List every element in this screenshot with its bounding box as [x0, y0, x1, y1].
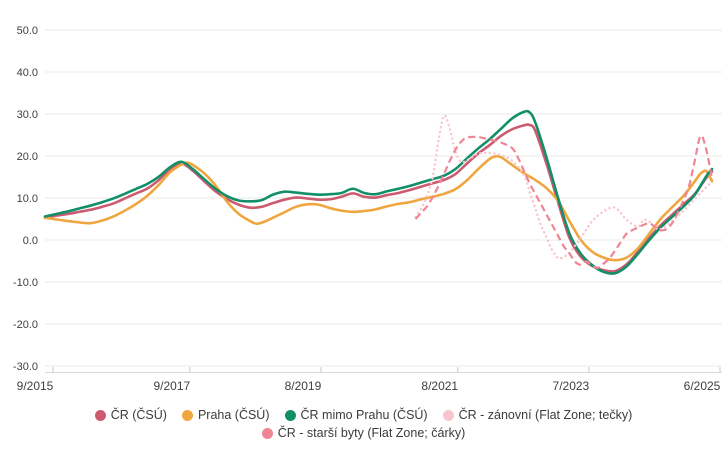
legend-label: Praha (ČSÚ)	[197, 408, 270, 422]
price-growth-line-chart: 50.0 40.0 30.0 20.0 10.0 0.0 -10.0 -20.0 -30.0 9/…	[13, 25, 722, 393]
legend-dot-icon	[442, 409, 454, 421]
y-axis-label-20.0: 20.0	[17, 151, 38, 163]
y-axis-label--30.0: -30.0	[13, 361, 38, 373]
y-axis-label-40.0: 40.0	[17, 67, 38, 79]
series-line-5	[414, 134, 714, 269]
series-line-3	[43, 109, 714, 275]
y-axis-label-10.0: 10.0	[17, 193, 38, 205]
legend-label: ČR (ČSÚ)	[110, 408, 167, 422]
y-axis-label--10.0: -10.0	[13, 277, 38, 289]
x-axis-label-9/2015: 9/2015	[17, 379, 54, 393]
x-axis-label-9/2017: 9/2017	[153, 379, 190, 393]
legend-dot-icon	[261, 427, 273, 439]
series-line-2	[43, 154, 714, 262]
legend-dot-icon	[94, 409, 106, 421]
legend-item-4[interactable]: ČR - zánovní (Flat Zone; tečky)	[442, 408, 633, 422]
legend-label: ČR - zánovní (Flat Zone; tečky)	[458, 408, 633, 422]
legend-dot-icon	[284, 409, 296, 421]
y-axis-label-50.0: 50.0	[17, 25, 38, 37]
legend-label: ČR mimo Prahu (ČSÚ)	[300, 408, 428, 422]
legend-item-1[interactable]: ČR (ČSÚ)	[94, 408, 167, 422]
legend-item-2[interactable]: Praha (ČSÚ)	[181, 408, 270, 422]
x-axis-label-8/2021: 8/2021	[421, 379, 458, 393]
x-axis-label-6/2025: 6/2025	[684, 379, 721, 393]
y-axis-label-0.0: 0.0	[23, 235, 38, 247]
legend-dot-icon	[181, 409, 193, 421]
x-axis-label-7/2023: 7/2023	[553, 379, 590, 393]
legend-item-5[interactable]: ČR - starší byty (Flat Zone; čárky)	[261, 426, 466, 440]
legend-row-2: ČR - starší byty (Flat Zone; čárky)	[0, 426, 727, 440]
legend-label: ČR - starší byty (Flat Zone; čárky)	[277, 426, 466, 440]
series-line-1	[43, 123, 714, 273]
y-axis-label-30.0: 30.0	[17, 109, 38, 121]
legend-item-3[interactable]: ČR mimo Prahu (ČSÚ)	[284, 408, 428, 422]
chart-legend: ČR (ČSÚ) Praha (ČSÚ) ČR mimo Prahu (ČSÚ) ČR…	[0, 404, 727, 440]
y-axis-label--20.0: -20.0	[13, 319, 38, 331]
legend-row-1: ČR (ČSÚ) Praha (ČSÚ) ČR mimo Prahu (ČSÚ) ČR…	[0, 408, 727, 422]
x-axis-label-8/2019: 8/2019	[285, 379, 322, 393]
